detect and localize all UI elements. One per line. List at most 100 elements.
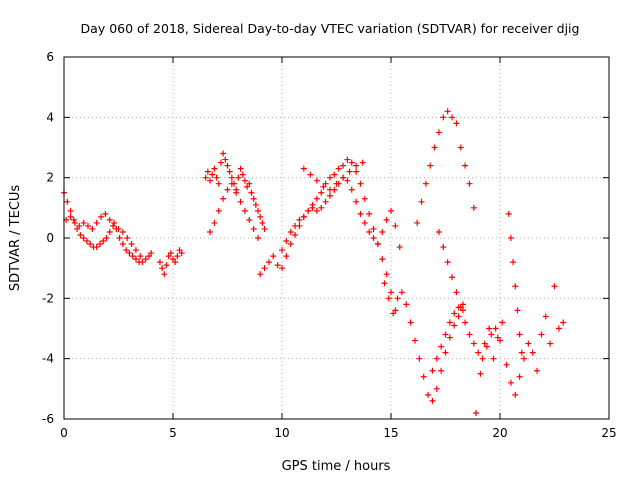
data-point <box>510 259 517 266</box>
data-point <box>440 114 447 121</box>
data-point <box>116 235 123 241</box>
data-point <box>490 355 497 362</box>
series-arc-6 <box>257 156 399 314</box>
data-point <box>555 325 562 332</box>
series-arc-5 <box>207 180 262 241</box>
data-point <box>279 247 285 254</box>
data-point <box>451 310 458 317</box>
data-point <box>420 373 427 380</box>
data-point <box>446 319 453 326</box>
data-point <box>494 334 501 341</box>
data-point <box>499 319 506 326</box>
data-point <box>507 235 514 241</box>
data-point <box>103 235 110 241</box>
data-point <box>87 241 94 248</box>
data-point <box>483 343 490 350</box>
data-point <box>344 177 351 184</box>
data-point <box>512 283 519 290</box>
chart-title: Day 060 of 2018, Sidereal Day-to-day VTE… <box>81 21 580 36</box>
data-point <box>74 225 81 232</box>
data-point <box>102 210 109 217</box>
data-point <box>534 367 541 374</box>
data-point <box>274 262 281 269</box>
y-tick-label: -6 <box>42 412 54 426</box>
data-point <box>161 271 168 278</box>
data-point <box>250 195 257 202</box>
data-point <box>462 162 469 169</box>
data-point <box>383 216 390 223</box>
data-point <box>444 108 451 115</box>
data-point <box>119 241 126 248</box>
data-point <box>80 235 87 241</box>
data-point <box>217 159 224 166</box>
x-tick-label: 10 <box>274 426 289 440</box>
data-point <box>84 222 91 229</box>
data-point <box>202 174 209 181</box>
data-point <box>313 177 320 184</box>
data-point <box>283 238 290 245</box>
data-point <box>340 162 347 169</box>
data-point <box>442 331 449 338</box>
data-point <box>320 183 327 190</box>
data-point <box>390 310 397 317</box>
data-point <box>326 174 333 181</box>
data-point <box>318 189 325 196</box>
data-point <box>381 280 388 287</box>
data-point <box>411 337 418 344</box>
axis-ticks: 0 5 10 15 20 25 -6 -4 -2 0 2 4 6 <box>42 50 617 440</box>
data-point <box>220 195 227 202</box>
data-point <box>233 189 240 196</box>
data-point <box>178 250 185 257</box>
data-point <box>77 231 84 238</box>
data-point <box>246 216 253 223</box>
data-point <box>340 174 347 181</box>
data-point <box>346 168 353 175</box>
data-point <box>176 247 183 254</box>
x-tick-label: 20 <box>492 426 507 440</box>
data-point <box>518 349 525 356</box>
data-point <box>560 319 567 326</box>
data-point <box>481 340 488 347</box>
series-arc-12 <box>429 301 466 374</box>
series-arc-7 <box>279 174 403 254</box>
data-point <box>427 162 434 169</box>
data-point <box>250 225 257 232</box>
data-point <box>146 253 153 260</box>
data-point <box>237 198 244 205</box>
data-point <box>433 355 440 362</box>
data-point <box>422 180 429 187</box>
data-point <box>224 162 231 169</box>
data-point <box>106 216 113 223</box>
series-arc-13 <box>473 283 567 416</box>
data-point <box>156 259 163 266</box>
data-point <box>326 192 333 199</box>
data-point <box>287 241 294 248</box>
data-point <box>132 256 139 263</box>
data-point <box>322 180 329 187</box>
data-point <box>110 222 117 229</box>
data-point <box>429 367 436 374</box>
data-point <box>442 349 449 356</box>
y-tick-label: 0 <box>46 231 54 245</box>
data-point <box>542 313 549 320</box>
data-point <box>255 207 262 214</box>
data-point <box>67 213 74 220</box>
data-point <box>100 238 107 245</box>
y-tick-label: -2 <box>42 291 54 305</box>
data-point <box>220 150 227 157</box>
data-point <box>505 210 512 217</box>
data-point <box>507 379 514 386</box>
series-arc-14 <box>505 210 525 356</box>
data-point <box>228 180 235 187</box>
data-point <box>241 177 248 184</box>
x-tick-label: 25 <box>601 426 616 440</box>
data-point <box>388 289 394 296</box>
data-point <box>503 361 510 368</box>
data-point <box>224 186 231 193</box>
data-point <box>459 307 466 314</box>
series-arc-8 <box>300 159 366 193</box>
data-point <box>207 228 214 235</box>
data-point <box>453 120 460 127</box>
data-point <box>333 180 340 187</box>
